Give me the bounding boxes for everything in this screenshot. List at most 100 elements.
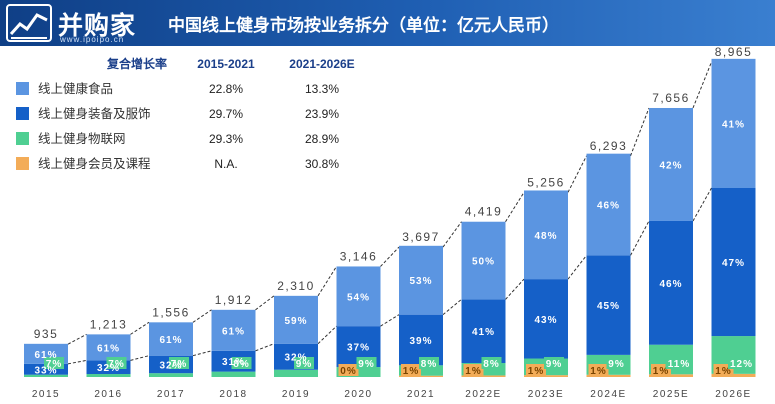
trend-dash-line bbox=[442, 298, 462, 316]
bar-segment bbox=[586, 153, 631, 256]
x-axis-tick-label: 2026E bbox=[715, 389, 751, 400]
segment-percent-label: 1% bbox=[715, 366, 731, 377]
segment-percent-label: 8% bbox=[421, 359, 437, 370]
segment-label-tag bbox=[606, 357, 627, 369]
growth-rate-2021-2026: 28.9% bbox=[305, 132, 339, 146]
segment-label-tag bbox=[44, 357, 64, 369]
bar-segment bbox=[461, 221, 506, 300]
chart-title: 中国线上健身市场按业务拆分（单位：亿元人民币） bbox=[168, 16, 559, 36]
trend-dash-line bbox=[130, 321, 150, 335]
segment-percent-label: 41% bbox=[472, 327, 495, 338]
x-axis-tick-label: 2016 bbox=[94, 389, 122, 400]
chart-logo-icon bbox=[6, 4, 52, 42]
segment-percent-label: 1% bbox=[403, 366, 419, 377]
segment-percent-label: 61% bbox=[97, 343, 120, 354]
segment-percent-label: 0% bbox=[340, 366, 356, 377]
segment-percent-label: 43% bbox=[534, 315, 557, 326]
bar-total-label: 8,965 bbox=[715, 46, 753, 59]
trend-dash-line bbox=[192, 350, 212, 357]
segment-percent-label: 12% bbox=[730, 359, 753, 370]
growth-rate-2021-2026: 30.8% bbox=[305, 157, 339, 171]
trend-dash-line bbox=[692, 187, 712, 222]
x-axis-tick-label: 2015 bbox=[32, 389, 60, 400]
logo-url: www.ipoipo.cn bbox=[60, 35, 125, 44]
bar-segment bbox=[336, 266, 381, 327]
logo-text: 并购家 bbox=[58, 11, 137, 40]
growth-table-col-1: 2015-2021 bbox=[197, 57, 255, 71]
bar-segment bbox=[274, 369, 318, 377]
segment-label-tag bbox=[544, 357, 564, 369]
bar-segment bbox=[586, 255, 631, 355]
growth-table-header: 复合增长率 bbox=[106, 56, 167, 71]
segment-percent-label: 8% bbox=[233, 359, 249, 370]
segment-label-tag bbox=[588, 364, 609, 376]
bar-total-label: 1,556 bbox=[152, 305, 190, 319]
bar-segment bbox=[24, 374, 68, 377]
bar-segment bbox=[461, 375, 506, 377]
segment-label-tag bbox=[231, 357, 252, 369]
segment-percent-label: 9% bbox=[608, 359, 624, 370]
segment-label-tag bbox=[294, 357, 314, 369]
bar-segment bbox=[274, 295, 318, 344]
segment-label-tag bbox=[463, 364, 484, 376]
trend-dash-line bbox=[255, 295, 275, 311]
segment-percent-label: 37% bbox=[347, 343, 370, 354]
x-axis-tick-label: 2018 bbox=[219, 389, 247, 400]
legend-label: 线上健身会员及课程 bbox=[38, 156, 151, 171]
legend-swatch bbox=[16, 107, 29, 120]
segment-percent-label: 31% bbox=[222, 357, 245, 368]
bar-segment bbox=[399, 375, 443, 377]
x-axis-tick-label: 2023E bbox=[528, 389, 564, 400]
legend-label: 线上健身装备及服饰 bbox=[38, 106, 151, 121]
growth-rate-table: 复合增长率 2015-2021 2021-2026E 线上健康食品 22.8% 13… bbox=[16, 56, 355, 171]
trend-dash-line bbox=[505, 192, 525, 222]
segment-percent-label: 42% bbox=[659, 160, 682, 171]
segment-percent-label: 32% bbox=[159, 360, 182, 371]
segment-percent-label: 7% bbox=[108, 359, 124, 370]
trend-dash-line bbox=[380, 314, 400, 327]
bar-total-label: 3,697 bbox=[402, 230, 440, 244]
bar-segment bbox=[711, 58, 756, 188]
x-axis-tick-label: 2025E bbox=[653, 389, 689, 400]
segment-percent-label: 9% bbox=[296, 359, 312, 370]
segment-label-tag bbox=[665, 357, 693, 369]
segment-label-tag bbox=[356, 357, 377, 369]
segment-label-tag bbox=[338, 364, 359, 376]
x-axis-tick-label: 2017 bbox=[157, 389, 185, 400]
segment-percent-label: 8% bbox=[483, 359, 499, 370]
bar-segment bbox=[399, 245, 443, 315]
segment-percent-label: 61% bbox=[159, 335, 182, 346]
segment-percent-label: 9% bbox=[546, 359, 562, 370]
growth-rate-2015-2021: 29.3% bbox=[209, 132, 243, 146]
segment-percent-label: 48% bbox=[534, 231, 557, 242]
bar-segment bbox=[211, 371, 256, 377]
bar-segment bbox=[524, 279, 568, 359]
segment-percent-label: 39% bbox=[409, 336, 432, 347]
bar-total-label: 6,293 bbox=[590, 139, 628, 153]
bar-segment bbox=[649, 107, 693, 221]
segment-label-tag bbox=[526, 364, 546, 376]
legend-label: 线上健康食品 bbox=[38, 81, 113, 96]
bar-segment bbox=[149, 373, 193, 377]
x-axis-tick-label: 2021 bbox=[407, 389, 435, 400]
bar-segment bbox=[649, 220, 693, 345]
segment-percent-label: 11% bbox=[668, 359, 690, 370]
legend-swatch bbox=[16, 132, 29, 145]
bar-total-label: 2,310 bbox=[277, 279, 315, 293]
segment-label-tag bbox=[169, 357, 189, 369]
trend-dash-line bbox=[67, 333, 87, 345]
segment-percent-label: 61% bbox=[34, 350, 57, 361]
segment-percent-label: 1% bbox=[465, 366, 481, 377]
x-axis-tick-label: 2022E bbox=[465, 389, 501, 400]
x-axis-tick-label: 2019 bbox=[282, 389, 310, 400]
trend-dash-line bbox=[380, 246, 400, 267]
growth-rate-2021-2026: 23.9% bbox=[305, 107, 339, 121]
bar-segment bbox=[86, 374, 131, 377]
segment-percent-label: 7% bbox=[46, 359, 62, 370]
segment-percent-label: 59% bbox=[284, 316, 307, 327]
bar-segment bbox=[24, 363, 68, 375]
trend-dash-line bbox=[67, 359, 87, 365]
segment-percent-label: 9% bbox=[358, 359, 374, 370]
segment-percent-label: 46% bbox=[659, 279, 682, 290]
segment-label-tag bbox=[481, 357, 502, 369]
